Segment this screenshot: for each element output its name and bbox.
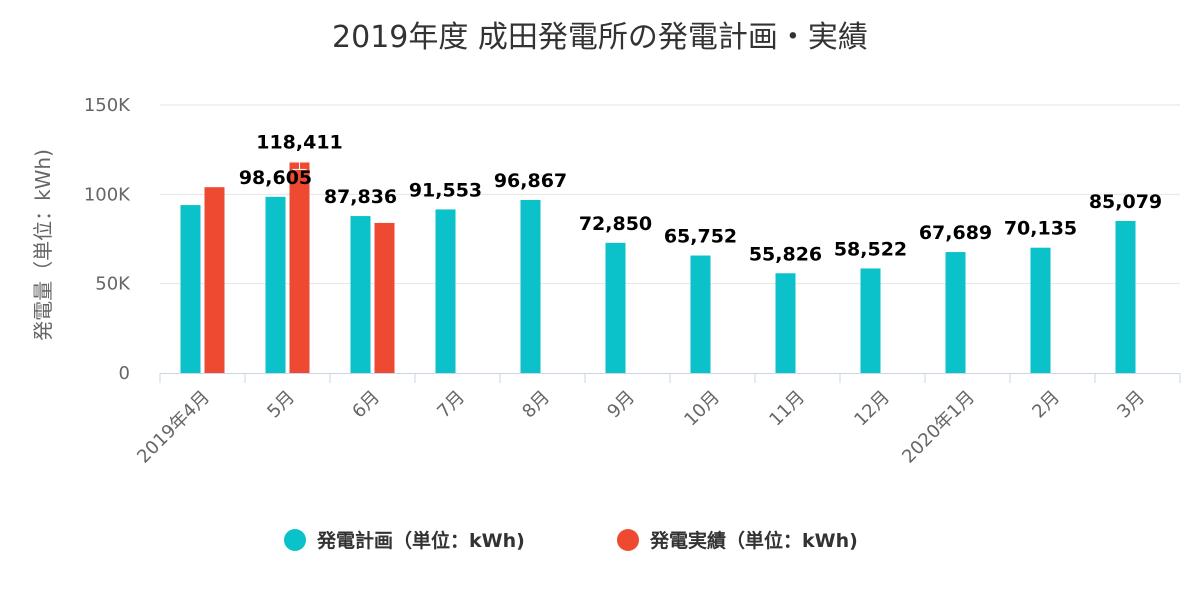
x-tick-label: 3月 bbox=[1113, 387, 1149, 423]
data-label: 98,605 bbox=[239, 167, 312, 189]
x-tick-label: 7月 bbox=[433, 387, 469, 423]
data-label: 67,689 bbox=[919, 222, 992, 244]
x-tick-label: 10月 bbox=[680, 387, 724, 431]
x-tick-label: 5月 bbox=[263, 387, 299, 423]
data-label: 72,850 bbox=[579, 213, 652, 235]
legend-marker bbox=[617, 529, 639, 551]
y-tick-label: 100K bbox=[84, 184, 131, 205]
x-tick-label: 2019年4月 bbox=[133, 387, 214, 468]
legend-item-actual[interactable]: 発電実績（単位：kWh) bbox=[617, 529, 858, 552]
data-label: 85,079 bbox=[1089, 191, 1162, 213]
grid-lines bbox=[160, 104, 1180, 285]
y-axis-ticks: 0 50K 100K 150K bbox=[84, 95, 131, 384]
bar-plan[interactable] bbox=[775, 273, 796, 373]
x-tick-label: 12月 bbox=[850, 387, 894, 431]
y-tick-label: 50K bbox=[95, 274, 131, 295]
bar-actual[interactable] bbox=[374, 222, 395, 373]
data-label: 118,411 bbox=[256, 131, 343, 153]
x-tick-label: 8月 bbox=[518, 387, 554, 423]
bars bbox=[180, 161, 1136, 373]
data-label: 91,553 bbox=[409, 179, 482, 201]
y-tick-label: 0 bbox=[119, 363, 130, 384]
legend-label: 発電計画（単位：kWh) bbox=[316, 529, 525, 552]
bar-plan[interactable] bbox=[350, 216, 371, 373]
bar-plan[interactable] bbox=[265, 196, 286, 373]
legend-marker bbox=[284, 529, 306, 551]
x-tick-label: 6月 bbox=[348, 387, 384, 423]
data-label: 65,752 bbox=[664, 226, 737, 248]
data-label: 87,836 bbox=[324, 186, 397, 208]
data-label: 58,522 bbox=[834, 238, 907, 260]
x-tick-label: 11月 bbox=[765, 387, 809, 431]
bar-plan[interactable] bbox=[605, 242, 626, 373]
bar-actual[interactable] bbox=[204, 187, 225, 373]
chart-title: 2019年度 成田発電所の発電計画・実績 bbox=[332, 20, 868, 55]
x-tick-label: 9月 bbox=[603, 387, 639, 423]
data-label: 70,135 bbox=[1004, 218, 1077, 240]
bar-plan[interactable] bbox=[520, 199, 541, 373]
bar-plan[interactable] bbox=[945, 252, 966, 373]
bar-plan[interactable] bbox=[435, 209, 456, 373]
data-label: 96,867 bbox=[494, 170, 567, 192]
bar-plan[interactable] bbox=[1115, 220, 1136, 373]
bar-plan[interactable] bbox=[690, 255, 711, 373]
bar-plan[interactable] bbox=[180, 205, 201, 373]
y-axis-title: 発電量（単位：kWh) bbox=[31, 149, 55, 341]
y-tick-label: 150K bbox=[84, 95, 131, 116]
x-tick-label: 2020年1月 bbox=[898, 387, 979, 468]
data-labels: 98,605 118,411 87,836 91,553 96,867 72,850 65,… bbox=[239, 131, 1162, 265]
x-tick-label: 2月 bbox=[1028, 387, 1064, 423]
bar-actual[interactable] bbox=[289, 161, 310, 373]
data-label: 55,826 bbox=[749, 243, 822, 265]
legend-label: 発電実績（単位：kWh) bbox=[649, 529, 858, 552]
x-axis: 2019年4月 5月 6月 7月 8月 9月 10月 11月 12月 2020年1月 2月 3月 bbox=[133, 373, 1181, 468]
legend[interactable]: 発電計画（単位：kWh) 発電実績（単位：kWh) bbox=[284, 529, 858, 552]
bar-plan[interactable] bbox=[860, 268, 881, 373]
bar-plan[interactable] bbox=[1030, 247, 1051, 373]
legend-item-plan[interactable]: 発電計画（単位：kWh) bbox=[284, 529, 525, 552]
